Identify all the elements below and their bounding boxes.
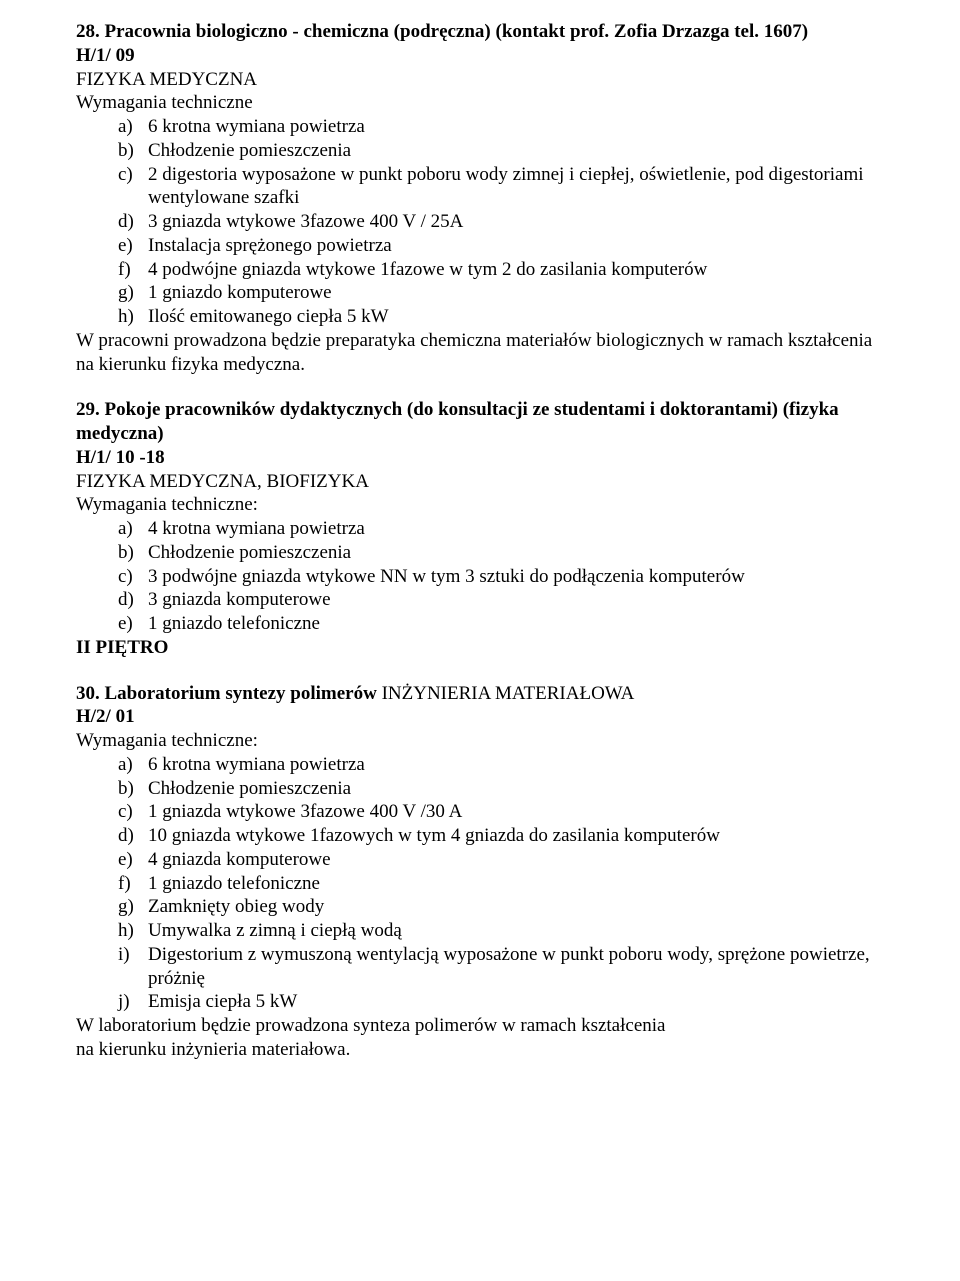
section-30-list: a)6 krotna wymiana powietrzab)Chłodzenie… (76, 753, 884, 1014)
list-item: e)Instalacja sprężonego powietrza (118, 234, 884, 258)
list-text: Ilość emitowanego ciepła 5 kW (148, 305, 389, 329)
list-text: Chłodzenie pomieszczenia (148, 541, 351, 565)
section-30: 30. Laboratorium syntezy polimerów INŻYN… (76, 682, 884, 1062)
section-28-code: H/1/ 09 (76, 44, 884, 68)
section-30-code: H/2/ 01 (76, 705, 884, 729)
list-item: a)6 krotna wymiana powietrza (118, 753, 884, 777)
list-text: Digestorium z wymuszoną wentylacją wypos… (148, 943, 884, 991)
list-marker: d) (118, 824, 148, 848)
section-30-title-bold: 30. Laboratorium syntezy polimerów (76, 683, 382, 704)
list-text: 3 podwójne gniazda wtykowe NN w tym 3 sz… (148, 565, 745, 589)
section-30-title-rest: INŻYNIERIA MATERIAŁOWA (382, 683, 635, 704)
list-item: i)Digestorium z wymuszoną wentylacją wyp… (118, 943, 884, 991)
list-item: h)Ilość emitowanego ciepła 5 kW (118, 305, 884, 329)
list-text: 4 podwójne gniazda wtykowe 1fazowe w tym… (148, 258, 707, 282)
list-text: 2 digestoria wyposażone w punkt poboru w… (148, 163, 884, 211)
section-28-title: 28. Pracownia biologiczno - chemiczna (p… (76, 20, 884, 44)
section-28-req-label: Wymagania techniczne (76, 91, 884, 115)
list-item: g)Zamknięty obieg wody (118, 895, 884, 919)
list-marker: e) (118, 848, 148, 872)
list-item: e)4 gniazda komputerowe (118, 848, 884, 872)
list-text: 10 gniazda wtykowe 1fazowych w tym 4 gni… (148, 824, 720, 848)
section-30-tail2: na kierunku inżynieria materiałowa. (76, 1038, 884, 1062)
section-29-title: 29. Pokoje pracowników dydaktycznych (do… (76, 398, 884, 446)
list-text: 4 krotna wymiana powietrza (148, 517, 365, 541)
list-text: 1 gniazdo komputerowe (148, 281, 332, 305)
list-marker: g) (118, 895, 148, 919)
list-text: Chłodzenie pomieszczenia (148, 139, 351, 163)
list-marker: f) (118, 258, 148, 282)
section-28-list: a)6 krotna wymiana powietrzab)Chłodzenie… (76, 115, 884, 329)
list-text: 3 gniazda wtykowe 3fazowe 400 V / 25A (148, 210, 463, 234)
list-text: Umywalka z zimną i ciepłą wodą (148, 919, 402, 943)
list-text: 1 gniazda wtykowe 3fazowe 400 V /30 A (148, 800, 462, 824)
list-text: 6 krotna wymiana powietrza (148, 115, 365, 139)
list-item: c)3 podwójne gniazda wtykowe NN w tym 3 … (118, 565, 884, 589)
list-item: h)Umywalka z zimną i ciepłą wodą (118, 919, 884, 943)
list-text: 1 gniazdo telefoniczne (148, 872, 320, 896)
section-29-subject: FIZYKA MEDYCZNA, BIOFIZYKA (76, 470, 884, 494)
list-marker: j) (118, 990, 148, 1014)
section-28: 28. Pracownia biologiczno - chemiczna (p… (76, 20, 884, 376)
section-29: 29. Pokoje pracowników dydaktycznych (do… (76, 398, 884, 659)
list-item: d)10 gniazda wtykowe 1fazowych w tym 4 g… (118, 824, 884, 848)
section-30-tail1: W laboratorium będzie prowadzona synteza… (76, 1014, 884, 1038)
list-marker: b) (118, 777, 148, 801)
list-item: j)Emisja ciepła 5 kW (118, 990, 884, 1014)
list-item: c)1 gniazda wtykowe 3fazowe 400 V /30 A (118, 800, 884, 824)
section-30-title: 30. Laboratorium syntezy polimerów INŻYN… (76, 682, 884, 706)
list-item: f)1 gniazdo telefoniczne (118, 872, 884, 896)
section-28-subject: FIZYKA MEDYCZNA (76, 68, 884, 92)
list-item: g)1 gniazdo komputerowe (118, 281, 884, 305)
list-item: c)2 digestoria wyposażone w punkt poboru… (118, 163, 884, 211)
list-item: b)Chłodzenie pomieszczenia (118, 541, 884, 565)
list-marker: h) (118, 305, 148, 329)
section-29-floor: II PIĘTRO (76, 636, 884, 660)
list-marker: a) (118, 753, 148, 777)
list-item: f)4 podwójne gniazda wtykowe 1fazowe w t… (118, 258, 884, 282)
list-marker: d) (118, 588, 148, 612)
list-marker: g) (118, 281, 148, 305)
section-29-req-label: Wymagania techniczne: (76, 493, 884, 517)
list-text: Chłodzenie pomieszczenia (148, 777, 351, 801)
list-marker: e) (118, 612, 148, 636)
section-29-list: a)4 krotna wymiana powietrzab)Chłodzenie… (76, 517, 884, 636)
section-30-req-label: Wymagania techniczne: (76, 729, 884, 753)
list-marker: i) (118, 943, 148, 991)
list-marker: c) (118, 800, 148, 824)
list-marker: d) (118, 210, 148, 234)
list-text: 1 gniazdo telefoniczne (148, 612, 320, 636)
list-marker: a) (118, 517, 148, 541)
list-marker: f) (118, 872, 148, 896)
list-marker: c) (118, 163, 148, 211)
list-text: 6 krotna wymiana powietrza (148, 753, 365, 777)
list-item: d)3 gniazda komputerowe (118, 588, 884, 612)
list-marker: a) (118, 115, 148, 139)
list-item: d)3 gniazda wtykowe 3fazowe 400 V / 25A (118, 210, 884, 234)
list-marker: c) (118, 565, 148, 589)
list-text: Instalacja sprężonego powietrza (148, 234, 392, 258)
section-28-tail: W pracowni prowadzona będzie preparatyka… (76, 329, 884, 377)
list-item: e)1 gniazdo telefoniczne (118, 612, 884, 636)
list-marker: b) (118, 541, 148, 565)
list-marker: h) (118, 919, 148, 943)
list-marker: b) (118, 139, 148, 163)
list-marker: e) (118, 234, 148, 258)
list-text: Emisja ciepła 5 kW (148, 990, 297, 1014)
list-text: 4 gniazda komputerowe (148, 848, 331, 872)
list-item: b)Chłodzenie pomieszczenia (118, 777, 884, 801)
list-text: 3 gniazda komputerowe (148, 588, 331, 612)
list-item: a)4 krotna wymiana powietrza (118, 517, 884, 541)
list-item: a)6 krotna wymiana powietrza (118, 115, 884, 139)
list-item: b)Chłodzenie pomieszczenia (118, 139, 884, 163)
list-text: Zamknięty obieg wody (148, 895, 324, 919)
section-29-code: H/1/ 10 -18 (76, 446, 884, 470)
